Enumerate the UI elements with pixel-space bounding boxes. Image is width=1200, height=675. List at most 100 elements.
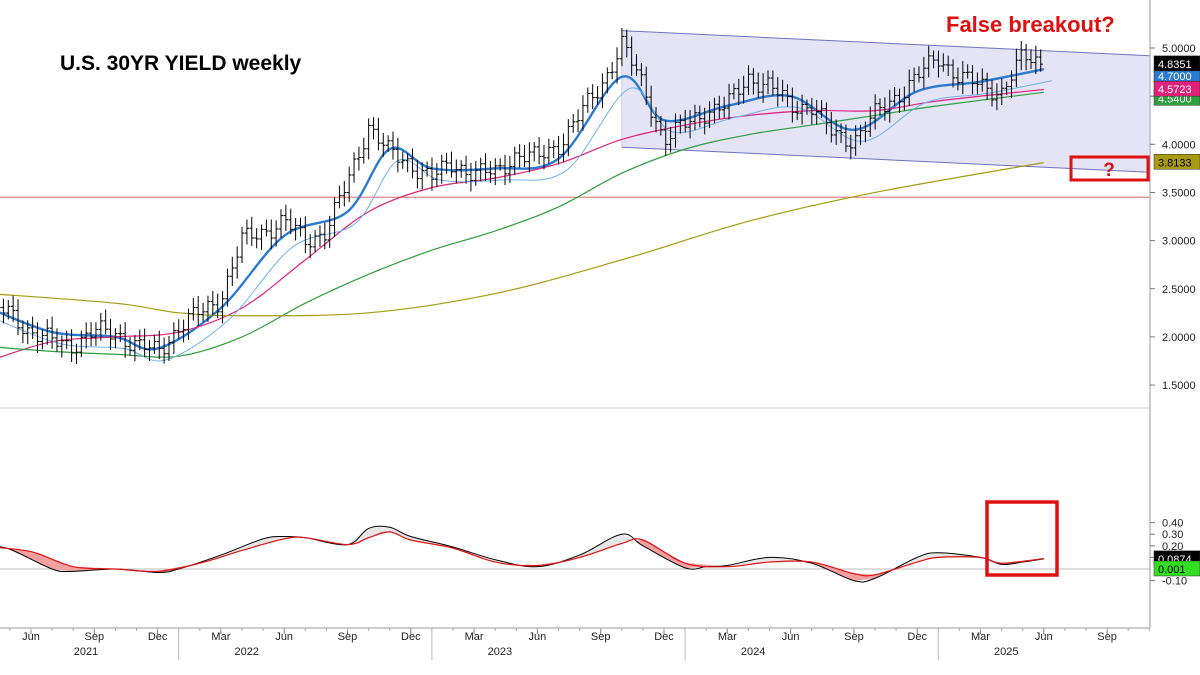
- ohlc-bar: [683, 109, 688, 133]
- oscillator-fill: [552, 561, 557, 563]
- ohlc-bar: [142, 328, 147, 358]
- ohlc-bar: [381, 132, 386, 157]
- ohlc-bar: [824, 102, 829, 135]
- ohlc-bar: [108, 318, 113, 351]
- ohlc-bar: [205, 295, 211, 322]
- ohlc-bar: [234, 246, 240, 279]
- ohlc-bar: [585, 87, 591, 113]
- osc-y-tick-label: -0.10: [1162, 576, 1187, 588]
- ohlc-bar: [780, 79, 785, 102]
- ohlc-bar: [45, 319, 50, 345]
- ohlc-bar: [84, 322, 89, 349]
- ohlc-bar: [546, 138, 552, 164]
- y-tick-label: 3.5000: [1162, 187, 1196, 199]
- ohlc-bar: [458, 160, 464, 178]
- chart-title: U.S. 30YR YIELD weekly: [60, 52, 302, 75]
- ohlc-bar: [751, 68, 756, 95]
- ohlc-bar: [614, 47, 620, 84]
- ohlc-bar: [488, 161, 493, 183]
- y-tick-label: 1.5000: [1162, 380, 1196, 392]
- x-tick-label: Jun: [529, 631, 547, 643]
- ohlc-bar: [15, 299, 21, 336]
- oscillator-fill: [39, 554, 44, 566]
- ohlc-bar: [332, 197, 337, 237]
- ohlc-bar: [424, 161, 430, 177]
- ohlc-bar: [653, 106, 659, 133]
- ohlc-bar: [829, 111, 834, 143]
- ohlc-bar: [361, 137, 366, 164]
- ohlc-bar: [566, 119, 571, 157]
- ohlc-bar: [941, 53, 946, 72]
- ohlc-bar: [955, 67, 961, 91]
- ohlc-bar: [736, 78, 741, 106]
- ohlc-bar: [30, 316, 35, 339]
- ohlc-bar: [1028, 49, 1034, 69]
- ohlc-bar: [49, 316, 55, 349]
- ohlc-bar: [312, 230, 318, 253]
- ohlc-bar: [293, 218, 298, 241]
- ohlc-bar: [25, 320, 30, 345]
- ohlc-bar: [269, 219, 274, 250]
- ohlc-bar: [181, 319, 186, 343]
- oscillator-fill: [618, 533, 623, 545]
- ohlc-bar: [1033, 45, 1039, 75]
- year-label: 2022: [234, 646, 258, 658]
- ohlc-bar: [902, 86, 907, 111]
- ohlc-bar: [809, 97, 815, 125]
- channel-lower-line: [621, 146, 1150, 173]
- last-value-zero-label: 0.001: [1158, 564, 1186, 576]
- ohlc-bar: [619, 28, 625, 67]
- ohlc-bar: [571, 114, 576, 133]
- ohlc-bar: [118, 324, 123, 342]
- ohlc-bar: [249, 216, 254, 247]
- ohlc-bar: [897, 88, 902, 113]
- ohlc-bar: [863, 121, 868, 143]
- ohlc-bar: [536, 136, 542, 165]
- ohlc-bar: [960, 61, 965, 95]
- y-tick-label: 5.0000: [1162, 43, 1196, 55]
- last-value-ma-mid-label: 4.5723: [1158, 84, 1192, 96]
- ohlc-bar: [230, 256, 235, 287]
- ohlc-bar: [327, 215, 332, 249]
- ohlc-bar: [79, 330, 84, 358]
- ohlc-bar: [668, 126, 673, 153]
- x-tick-label: Sep: [1097, 631, 1117, 643]
- oscillator-fill: [519, 563, 524, 565]
- ohlc-bar: [799, 94, 805, 125]
- ohlc-bar: [916, 66, 922, 83]
- ohlc-bar: [200, 302, 206, 322]
- ohlc-bar: [191, 297, 196, 321]
- ohlc-bar: [40, 329, 45, 350]
- last-value-price-label: 4.8351: [1158, 59, 1192, 71]
- ohlc-bar: [644, 66, 649, 105]
- ohlc-bar: [507, 155, 513, 183]
- false-breakout-annotation: False breakout?: [946, 12, 1115, 37]
- ohlc-bar: [872, 94, 878, 130]
- ohlc-bar: [731, 83, 737, 100]
- ohlc-bar: [215, 293, 220, 319]
- ohlc-bar: [775, 77, 780, 107]
- oscillator-fill: [864, 573, 869, 580]
- ohlc-bar: [790, 87, 795, 123]
- ohlc-bar: [176, 319, 181, 339]
- ohlc-bar: [1019, 41, 1024, 71]
- ohlc-bar: [580, 95, 586, 131]
- ohlc-bar: [351, 152, 357, 183]
- ohlc-bar: [303, 216, 308, 254]
- oscillator-layer: [0, 500, 1150, 583]
- ohlc-bar: [936, 50, 941, 78]
- ohlc-bar: [721, 96, 727, 119]
- ohlc-bar: [911, 67, 917, 92]
- ohlc-bar: [449, 151, 454, 178]
- x-tick-label: Mar: [971, 631, 990, 643]
- ohlc-bar: [541, 144, 547, 170]
- ohlc-bar: [760, 73, 766, 103]
- oscillator-line: [0, 525, 1044, 583]
- ohlc-bar: [152, 334, 157, 355]
- ohlc-bar: [298, 217, 303, 237]
- x-tick-label: Jun: [22, 631, 40, 643]
- ohlc-bar: [848, 134, 853, 160]
- ohlc-bar: [239, 226, 245, 263]
- x-tick-label: Mar: [465, 631, 484, 643]
- oscillator-fill: [516, 562, 521, 565]
